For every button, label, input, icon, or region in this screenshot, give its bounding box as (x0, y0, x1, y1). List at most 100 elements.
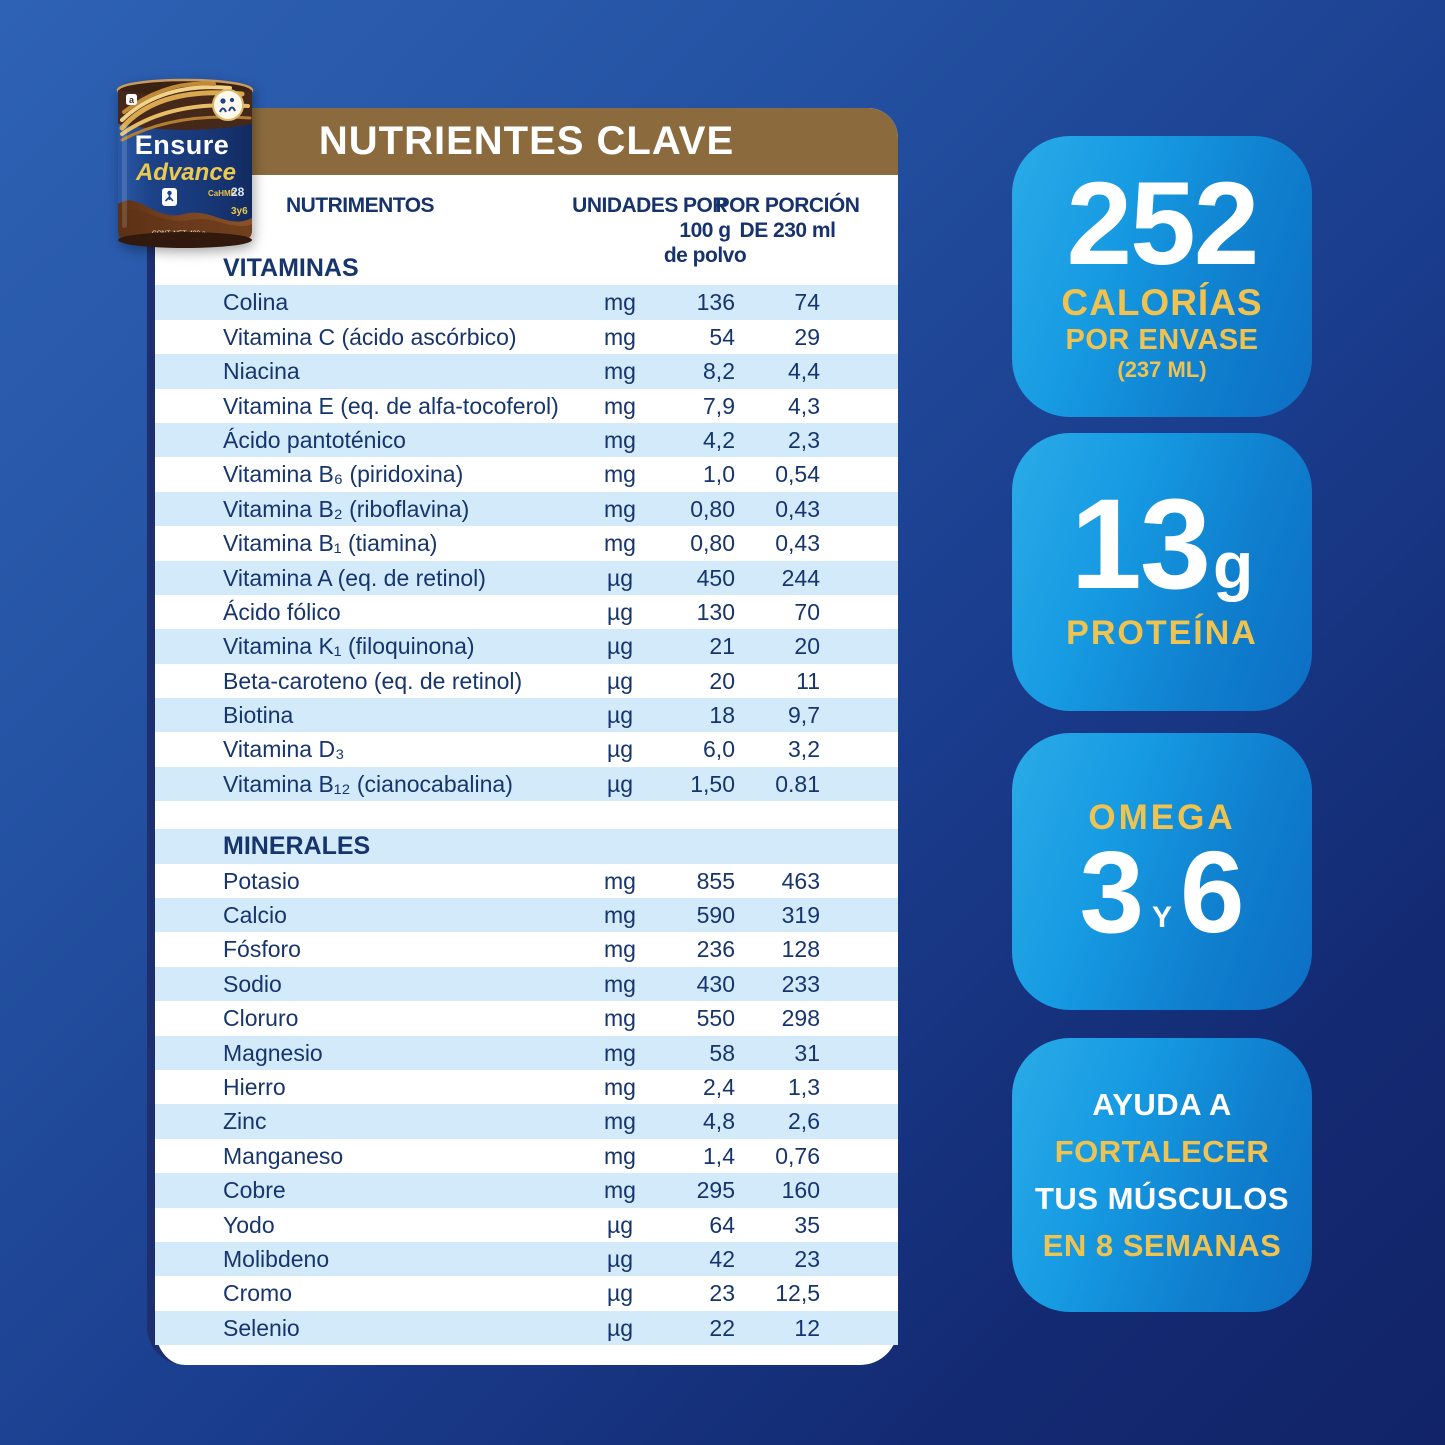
cell-portion: 11 (796, 667, 820, 694)
table-row: Vitamina C (ácido ascórbico) mg 54 29 (155, 320, 898, 354)
table-row: Vitamina B₂ (riboflavina) mg 0,80 0,43 (155, 491, 898, 527)
cell-100: 4,8 (703, 1108, 735, 1135)
cell-portion: 298 (781, 1005, 820, 1032)
calories-value: 252 (1066, 157, 1260, 290)
cell-100: 8,2 (703, 358, 735, 385)
cell-portion: 128 (781, 936, 820, 963)
can-omega-text: 3y6 (231, 206, 248, 217)
nutrition-table-rows: VITAMINAS Colina mg 136 74 Vitamina C (ácido … (155, 251, 898, 1346)
cell-portion: 9,7 (788, 702, 820, 729)
cell-unit: µg (606, 770, 634, 797)
cell-unit: mg (604, 289, 636, 316)
cell-100: 7,9 (703, 392, 735, 419)
cell-name: Colina (223, 289, 289, 316)
omega-3: 3 (1079, 827, 1144, 958)
cell-100: 6,0 (703, 736, 735, 763)
cell-100: 136 (696, 289, 735, 316)
table-row: Sodio mg 430 233 (155, 966, 898, 1002)
cell-unit: µg (606, 633, 634, 660)
muscles-line-2: FORTALECER (1054, 1134, 1270, 1169)
cell-name: MINERALES (223, 832, 371, 861)
table-row: Potasio mg 855 463 (155, 864, 898, 898)
can-highlight (122, 124, 127, 228)
nutrition-panel: NUTRIENTES CLAVE NUTRIMENTOS UNIDADES PO… (147, 108, 898, 1365)
table-row: Biotina µg 18 9,7 (155, 698, 898, 733)
cell-name: Vitamina D₃ (223, 736, 345, 763)
cell-unit (585, 829, 655, 863)
badge-muscles: AYUDA A FORTALECER TUS MÚSCULOS EN 8 SEM… (1012, 1038, 1312, 1312)
abbott-logo: a (126, 94, 137, 105)
cell-portion: 1,3 (788, 1073, 820, 1100)
section-row: VITAMINAS (155, 251, 898, 285)
cell-unit: mg (604, 1073, 636, 1100)
cell-portion: 0,43 (775, 530, 820, 557)
cell-portion: 23 (794, 1245, 820, 1272)
cell-portion: 244 (781, 564, 820, 591)
cell-unit: mg (604, 1005, 636, 1032)
cell-name: Molibdeno (223, 1245, 330, 1272)
column-header-per-portion: POR PORCIÓN DE 230 ml (715, 194, 860, 242)
cell-100: 2,4 (703, 1073, 735, 1100)
cell-name: Vitamina B₁ (tiamina) (223, 530, 438, 557)
cell-100 (655, 251, 735, 285)
cell-name: Vitamina B₆ (piridoxina) (223, 461, 464, 488)
table-row: Cromo µg 23 12,5 (155, 1276, 898, 1310)
cell-unit: mg (604, 902, 636, 929)
svg-text:a: a (129, 95, 135, 105)
cell-unit (585, 251, 655, 285)
table-row: Vitamina D₃ µg 6,0 3,2 (155, 732, 898, 766)
spacer-row (155, 801, 898, 829)
cell-unit: mg (604, 358, 636, 385)
table-row: Vitamina A (eq. de retinol) µg 450 244 (155, 560, 898, 595)
table-row: Manganeso mg 1,4 0,76 (155, 1139, 898, 1173)
cell-unit: mg (604, 530, 636, 557)
protein-value: 13 (1070, 473, 1211, 617)
cell-portion: 0,43 (775, 495, 820, 522)
cell-portion: 12,5 (775, 1280, 820, 1307)
can-brand-text: Ensure (135, 130, 230, 160)
cell-100: 130 (696, 598, 735, 625)
table-row: Ácido pantoténico mg 4,2 2,3 (155, 422, 898, 458)
cell-unit: µg (606, 1245, 634, 1272)
cell-unit: µg (606, 667, 634, 694)
table-row: Vitamina B₁₂ (cianocabalina) µg 1,50 0.81 (155, 766, 898, 802)
cell-unit: µg (606, 1280, 634, 1307)
column-header-nutrients: NUTRIMENTOS (285, 194, 435, 217)
cell-100: 1,50 (690, 770, 735, 797)
omega-conjunction: Y (1151, 900, 1172, 934)
protein-unit: g (1213, 527, 1254, 602)
can-vitamins-count: 28 (231, 185, 245, 199)
cell-unit: mg (604, 426, 636, 453)
cell-name: Vitamina E (eq. de alfa-tocoferol) (223, 392, 559, 419)
table-row: Hierro mg 2,4 1,3 (155, 1070, 898, 1104)
cell-unit: mg (604, 936, 636, 963)
product-can: a Ensure Advance CaHMB 28 3y6 (110, 72, 260, 249)
cell-portion: 319 (781, 902, 820, 929)
cell-portion: 2,6 (788, 1108, 820, 1135)
cell-unit: µg (606, 598, 634, 625)
cell-name: Fósforo (223, 936, 301, 963)
table-row: Zinc mg 4,8 2,6 (155, 1104, 898, 1139)
table-row: Cobre mg 295 160 (155, 1173, 898, 1208)
cell-name: Beta-caroteno (eq. de retinol) (223, 667, 523, 694)
cell-name: Yodo (223, 1211, 275, 1238)
cell-unit: mg (604, 867, 636, 894)
table-row: Colina mg 136 74 (155, 285, 898, 320)
cell-name: Biotina (223, 702, 294, 729)
panel-title-banner: NUTRIENTES CLAVE (155, 108, 898, 175)
cell-portion: 12 (794, 1314, 820, 1341)
cell-portion: 233 (781, 970, 820, 997)
seal-badge (212, 89, 244, 121)
cell-unit: µg (606, 1211, 634, 1238)
cell-100: 54 (709, 323, 735, 350)
column-header-units: UNIDADES (572, 194, 678, 217)
cell-100: 295 (696, 1177, 735, 1204)
cell-portion: 160 (781, 1177, 820, 1204)
cell-unit: µg (606, 1314, 634, 1341)
cell-portion: 70 (794, 598, 820, 625)
cell-unit: mg (604, 1108, 636, 1135)
table-row: Niacina mg 8,2 4,4 (155, 354, 898, 389)
cell-portion: 4,4 (788, 358, 820, 385)
cell-name: VITAMINAS (223, 254, 359, 282)
cell-100: 58 (709, 1039, 735, 1066)
